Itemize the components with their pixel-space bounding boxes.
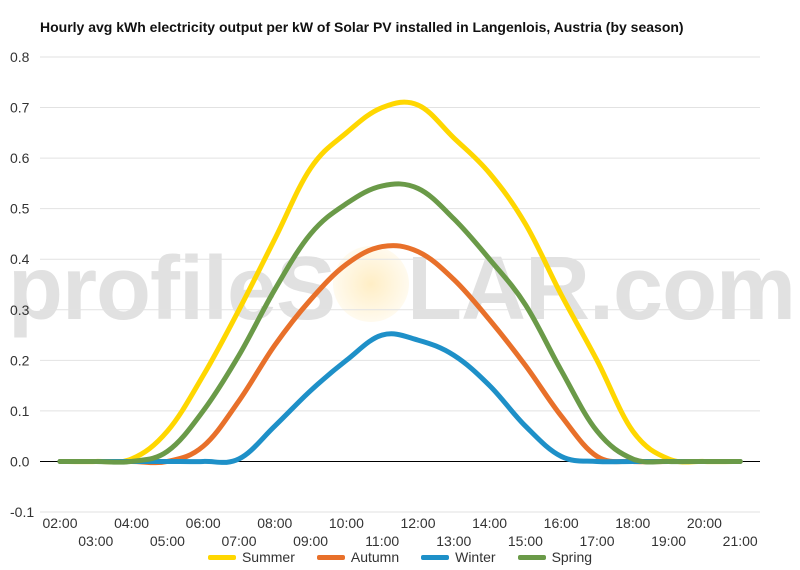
x-tick-label: 16:00 [544, 515, 579, 531]
legend-swatch [517, 554, 546, 560]
x-tick-label: 12:00 [400, 515, 435, 531]
watermark-left: profileS [8, 239, 336, 339]
legend: Summer Autumn Winter Spring [0, 549, 800, 565]
legend-item-summer: Summer [207, 549, 295, 565]
series-lines [57, 99, 743, 466]
y-tick-label: 0.4 [10, 251, 30, 267]
chart-title: Hourly avg kWh electricity output per kW… [40, 19, 684, 35]
grid-lines [40, 56, 760, 513]
x-tick-label: 11:00 [365, 533, 399, 549]
legend-item-autumn: Autumn [316, 549, 400, 565]
legend-label: Autumn [350, 549, 400, 565]
x-tick-label: 13:00 [436, 533, 471, 549]
legend-label: Winter [455, 549, 496, 565]
y-tick-label: 0.3 [10, 302, 30, 318]
legend-label: Spring [551, 549, 593, 565]
y-tick-label: 0.2 [10, 352, 30, 368]
x-tick-label: 06:00 [186, 515, 221, 531]
x-tick-label: 15:00 [508, 533, 543, 549]
x-tick-label: 07:00 [221, 533, 256, 549]
legend-swatch [207, 554, 236, 560]
y-tick-label: -0.1 [10, 504, 34, 520]
y-axis-ticks: -0.1 0.0 0.1 0.2 0.3 0.4 0.5 0.6 0.7 0.8 [10, 49, 34, 520]
x-tick-label: 21:00 [723, 533, 758, 549]
x-tick-label: 02:00 [42, 515, 77, 531]
x-tick-label: 20:00 [687, 515, 722, 531]
legend-label: Summer [241, 549, 295, 565]
series-line-autumn [57, 243, 743, 466]
x-tick-label: 17:00 [579, 533, 614, 549]
y-tick-label: 0.7 [10, 100, 30, 116]
x-tick-label: 04:00 [114, 515, 149, 531]
x-tick-label: 19:00 [651, 533, 686, 549]
legend-item-spring: Spring [517, 549, 593, 565]
series-line-summer [57, 99, 743, 465]
series-line-spring [57, 181, 743, 465]
x-tick-label: 18:00 [615, 515, 650, 531]
y-tick-label: 0.8 [10, 49, 30, 65]
legend-swatch [421, 554, 450, 560]
y-tick-label: 0.5 [10, 201, 30, 217]
y-tick-label: 0.1 [10, 403, 30, 419]
series-line-winter [57, 331, 743, 465]
watermark: profileS LAR.com [8, 238, 796, 341]
legend-swatch [316, 554, 345, 560]
x-tick-label: 09:00 [293, 533, 328, 549]
x-axis-ticks: 02:0003:0004:0005:0006:0007:0008:0009:00… [42, 515, 757, 549]
legend-item-winter: Winter [421, 549, 496, 565]
x-tick-label: 14:00 [472, 515, 507, 531]
y-tick-label: 0.6 [10, 150, 30, 166]
y-tick-label: 0.0 [10, 453, 30, 469]
x-tick-label: 03:00 [78, 533, 113, 549]
x-tick-label: 08:00 [257, 515, 292, 531]
x-tick-label: 05:00 [150, 533, 185, 549]
watermark-right: LAR.com [407, 239, 796, 339]
x-tick-label: 10:00 [329, 515, 364, 531]
